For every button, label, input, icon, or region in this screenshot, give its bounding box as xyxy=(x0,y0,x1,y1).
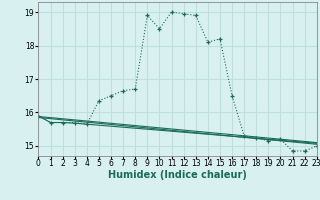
X-axis label: Humidex (Indice chaleur): Humidex (Indice chaleur) xyxy=(108,170,247,180)
